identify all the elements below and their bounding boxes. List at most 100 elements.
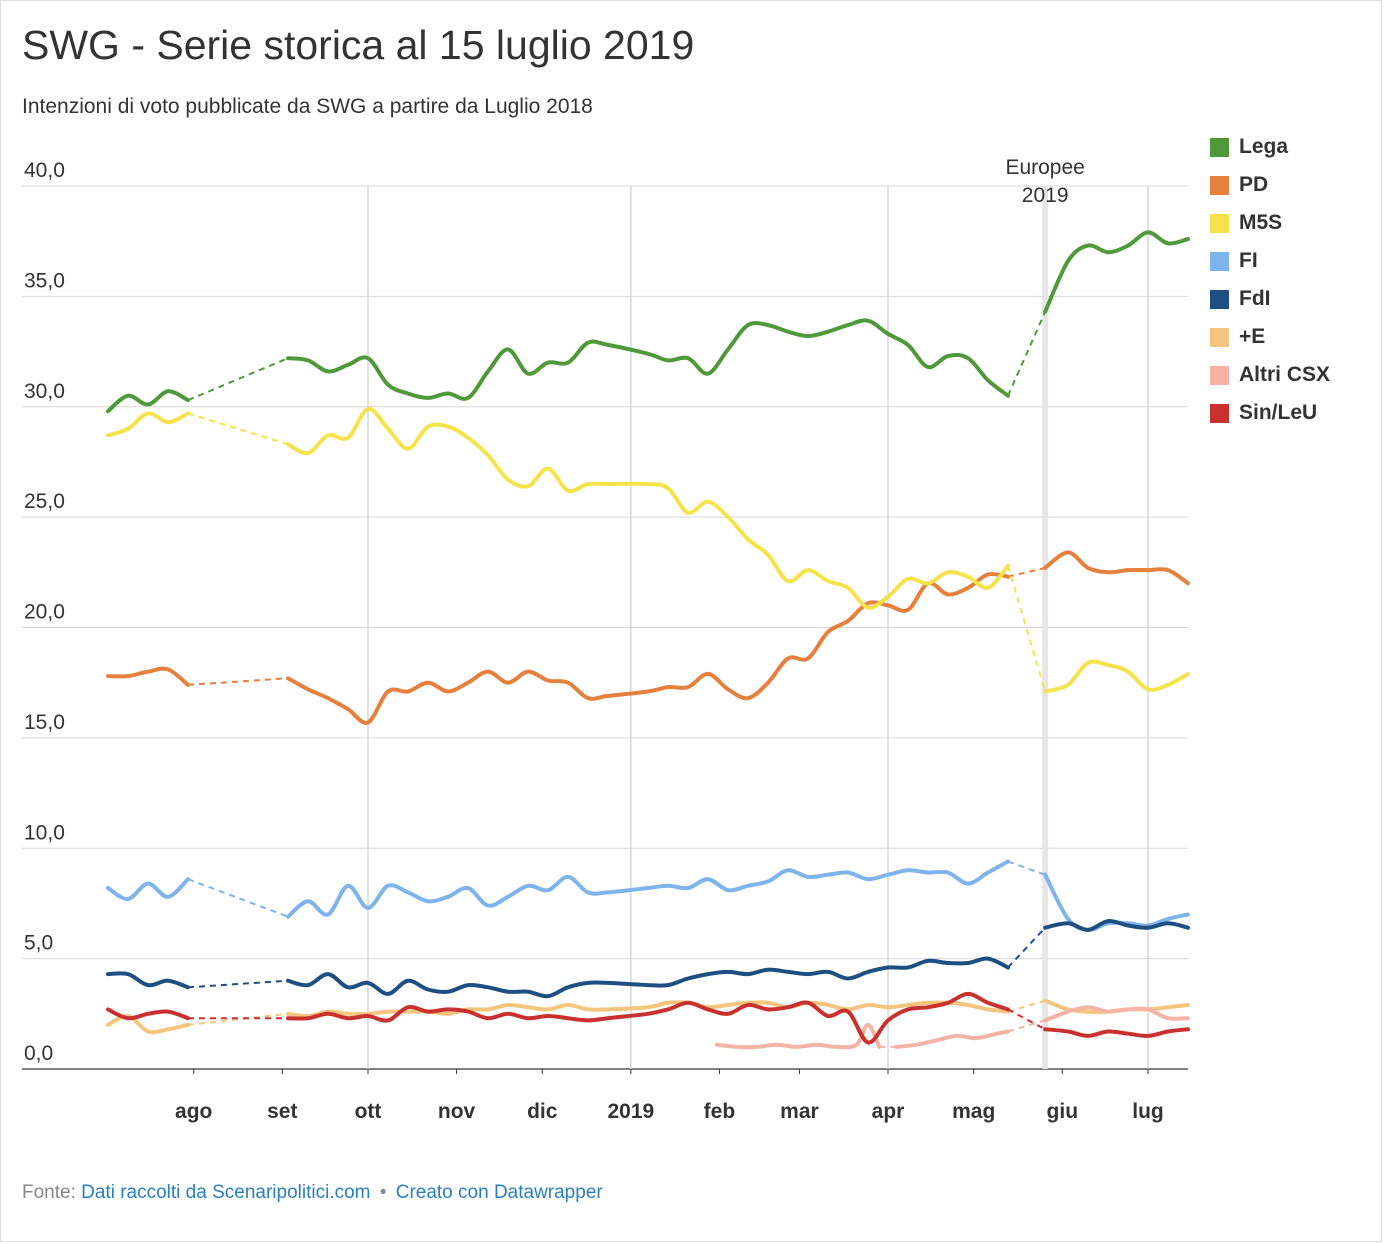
series-gap-connector — [187, 979, 289, 989]
y-tick-label: 5,0 — [24, 932, 53, 955]
y-tick-label: 35,0 — [24, 269, 65, 292]
x-tick-label: ago — [175, 1100, 212, 1123]
series-line — [106, 1013, 190, 1035]
legend-label: FdI — [1239, 287, 1271, 310]
series-line — [894, 1029, 1010, 1049]
legend-label: M5S — [1239, 211, 1283, 234]
y-tick-label: 25,0 — [24, 490, 65, 513]
legend-swatch — [1210, 251, 1229, 271]
series-line — [286, 859, 1010, 919]
series-line — [106, 411, 190, 438]
series-line — [106, 877, 190, 901]
series-line — [1043, 919, 1190, 932]
series-line — [286, 406, 1010, 610]
x-tick-label: set — [267, 1100, 297, 1123]
chart-subtitle: Intenzioni di voto pubblicate da SWG a p… — [22, 95, 593, 118]
datawrapper-link[interactable]: Creato con Datawrapper — [395, 1182, 603, 1203]
y-tick-label: 20,0 — [24, 601, 65, 624]
series-line — [286, 956, 1010, 999]
series-line — [106, 666, 190, 687]
series-line — [286, 991, 1010, 1045]
series-m5s — [106, 406, 1190, 694]
series-gap-connector — [1007, 566, 1046, 578]
series-line — [106, 389, 190, 414]
legend-swatch — [1210, 213, 1229, 233]
series-line — [106, 1007, 190, 1021]
x-tick-label: lug — [1132, 1100, 1164, 1123]
x-axis: ago set ott nov dic 2019 feb mar apr mag giu lug — [175, 1069, 1164, 1123]
series-gap-connector — [1007, 999, 1046, 1013]
y-tick-label: 30,0 — [24, 380, 65, 403]
legend-item-m5s: M5S — [1210, 204, 1330, 242]
series-gap-connector — [187, 357, 289, 402]
series-gap-connector — [187, 1012, 289, 1026]
y-tick-label: 10,0 — [24, 821, 65, 844]
x-tick-label: mag — [952, 1100, 995, 1123]
series-fdi — [106, 919, 1190, 999]
series-line — [1043, 1005, 1190, 1023]
series-altri-csx — [714, 1005, 1190, 1050]
series-gap-connector — [187, 878, 289, 918]
x-tick-label: apr — [872, 1100, 905, 1123]
legend-item-fdi: FdI — [1210, 280, 1330, 318]
series-line — [1043, 550, 1190, 586]
legend-swatch — [1210, 327, 1229, 347]
series-line — [1043, 230, 1190, 314]
legend-swatch — [1210, 175, 1229, 195]
series-line — [286, 1000, 1010, 1019]
x-tick-label: ott — [355, 1100, 382, 1123]
annotation-label: Europee — [1005, 156, 1084, 179]
legend-label: Sin/LeU — [1239, 401, 1318, 424]
series-gap-connector — [1007, 860, 1046, 876]
x-tick-label: giu — [1047, 1100, 1079, 1123]
series-e — [106, 998, 1190, 1035]
series-gap-connector — [1007, 927, 1046, 969]
annotation-label: 2019 — [1022, 184, 1069, 207]
legend-swatch — [1210, 365, 1229, 385]
series-lega — [106, 230, 1190, 414]
series-gap-connector — [187, 677, 289, 686]
source-link[interactable]: Dati raccolti da Scenaripolitici.com — [81, 1182, 371, 1203]
y-tick-label: 40,0 — [24, 159, 65, 182]
legend-item-pd: PD — [1210, 166, 1330, 204]
series-gap-connector — [1007, 565, 1047, 692]
series-gap-connector — [187, 412, 289, 446]
legend: Lega PD M5S FI FdI +E Altri CSX Sin/LeU — [1210, 128, 1330, 432]
legend-item-lega: Lega — [1210, 128, 1330, 166]
series-line — [106, 971, 190, 990]
legend-swatch — [1210, 403, 1229, 423]
legend-swatch — [1210, 289, 1229, 309]
series-gap-connector — [1007, 1008, 1046, 1031]
y-tick-label: 15,0 — [24, 711, 65, 734]
series-line — [286, 572, 1010, 725]
legend-item-e: +E — [1210, 318, 1330, 356]
legend-item-fi: FI — [1210, 242, 1330, 280]
chart-title: SWG - Serie storica al 15 luglio 2019 — [22, 22, 695, 68]
series-line — [1043, 659, 1190, 694]
x-tick-label: dic — [527, 1100, 558, 1123]
legend-swatch — [1210, 137, 1229, 157]
annotation-band — [1042, 186, 1049, 1069]
legend-label: FI — [1239, 249, 1258, 272]
series-fi — [106, 859, 1190, 932]
series-gap-connector — [1007, 311, 1047, 397]
series-line — [1043, 1027, 1190, 1038]
legend-label: PD — [1239, 173, 1269, 196]
x-tick-label: 2019 — [607, 1100, 654, 1123]
legend-item-altri-csx: Altri CSX — [1210, 356, 1330, 394]
y-axis: 0,0 5,0 10,0 15,0 20,0 25,0 30,0 35,0 40,0 — [24, 159, 65, 1065]
series-pd — [106, 550, 1190, 725]
legend-item-sin-leu: Sin/LeU — [1210, 394, 1330, 432]
europee-annotation: Europee 2019 — [1005, 156, 1085, 1069]
x-tick-label: feb — [704, 1100, 736, 1123]
legend-label: Lega — [1239, 135, 1289, 158]
series-line — [714, 1022, 882, 1050]
legend-label: +E — [1239, 325, 1266, 348]
x-tick-label: mar — [780, 1100, 819, 1123]
footer-prefix: Fonte: — [22, 1182, 76, 1203]
grid-lines — [22, 185, 1188, 1070]
series-line — [286, 318, 1010, 401]
legend-label: Altri CSX — [1239, 363, 1331, 386]
